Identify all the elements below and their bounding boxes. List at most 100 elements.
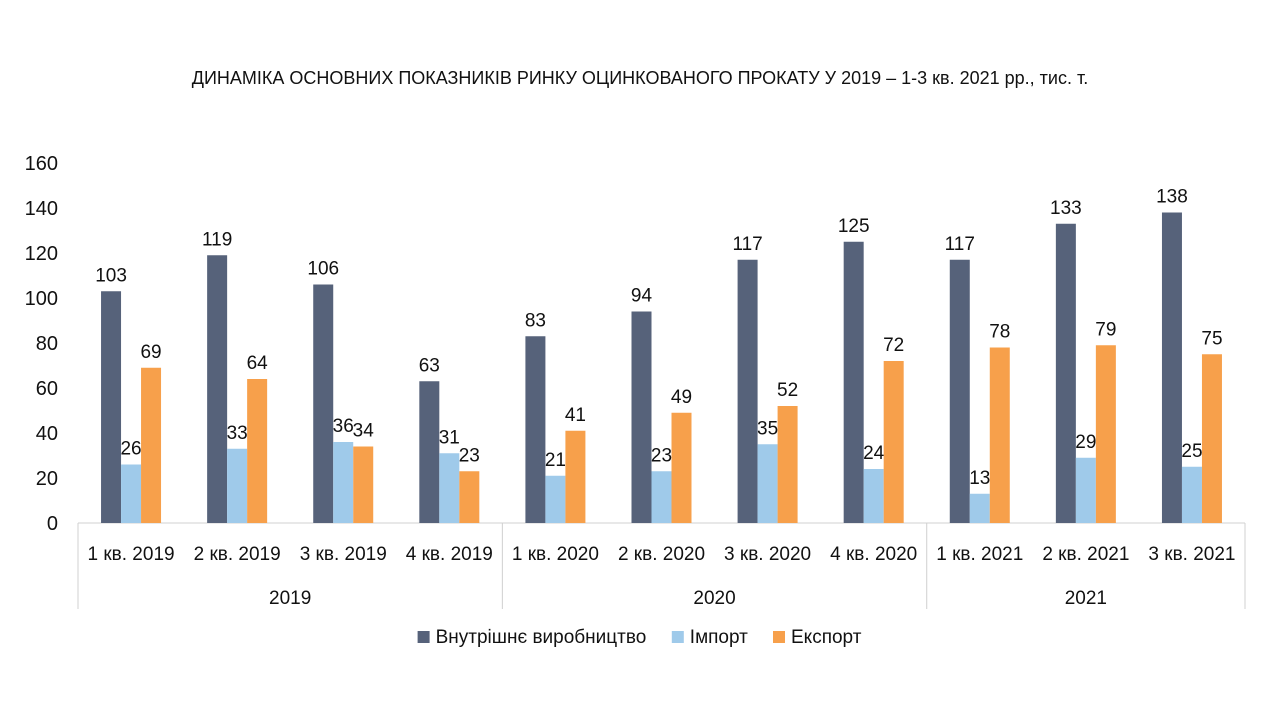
data-label: 83 bbox=[525, 310, 546, 331]
legend: Внутрішнє виробництво Імпорт Експорт bbox=[417, 627, 862, 648]
data-label: 75 bbox=[1201, 328, 1222, 349]
bar bbox=[757, 444, 778, 523]
bar bbox=[121, 464, 142, 523]
bar bbox=[565, 430, 586, 523]
bar bbox=[989, 347, 1010, 523]
data-label: 35 bbox=[757, 418, 778, 439]
x-category-label: 3 кв. 2021 bbox=[1148, 544, 1235, 565]
data-label: 52 bbox=[777, 380, 798, 401]
legend-swatch bbox=[417, 631, 430, 643]
data-label: 29 bbox=[1075, 432, 1096, 453]
bar bbox=[1075, 457, 1096, 523]
bar bbox=[333, 442, 354, 523]
data-label: 31 bbox=[439, 427, 460, 448]
data-label: 23 bbox=[459, 445, 480, 466]
legend-label: Експорт bbox=[791, 627, 862, 648]
y-tick-label: 80 bbox=[36, 333, 58, 355]
bar bbox=[777, 406, 798, 523]
legend-swatch bbox=[671, 631, 684, 643]
bar bbox=[207, 255, 228, 523]
bar bbox=[737, 259, 758, 523]
bar bbox=[525, 336, 546, 523]
data-label: 34 bbox=[353, 421, 375, 442]
x-category-label: 2 кв. 2019 bbox=[194, 544, 281, 565]
legend-label: Імпорт bbox=[690, 627, 748, 648]
data-label: 125 bbox=[838, 216, 870, 237]
bar bbox=[1161, 212, 1182, 523]
x-category-label: 2 кв. 2020 bbox=[618, 544, 705, 565]
data-label: 78 bbox=[989, 322, 1010, 343]
data-label: 36 bbox=[333, 416, 354, 437]
y-tick-label: 60 bbox=[36, 378, 58, 400]
bar bbox=[1055, 223, 1076, 523]
data-label: 69 bbox=[140, 342, 161, 363]
bar bbox=[101, 291, 122, 523]
bar bbox=[227, 448, 248, 523]
x-group-label: 2019 bbox=[269, 588, 311, 609]
x-category-label: 3 кв. 2019 bbox=[300, 544, 387, 565]
y-tick-label: 40 bbox=[36, 423, 58, 445]
bar bbox=[651, 471, 672, 523]
x-category-label: 3 кв. 2020 bbox=[724, 544, 811, 565]
x-category-label: 2 кв. 2021 bbox=[1042, 544, 1129, 565]
bar bbox=[1095, 345, 1116, 523]
bar bbox=[949, 259, 970, 523]
bar-series bbox=[101, 212, 1222, 523]
bar bbox=[545, 475, 566, 523]
bar bbox=[141, 367, 162, 523]
data-label: 24 bbox=[863, 443, 885, 464]
data-label: 23 bbox=[651, 445, 672, 466]
bar bbox=[863, 469, 884, 523]
x-category-label: 1 кв. 2021 bbox=[936, 544, 1023, 565]
data-label: 133 bbox=[1050, 198, 1082, 219]
x-group-label: 2020 bbox=[693, 588, 735, 609]
bar bbox=[313, 284, 334, 523]
y-tick-label: 140 bbox=[25, 198, 58, 220]
x-category-label: 4 кв. 2020 bbox=[830, 544, 917, 565]
data-labels: 103 119 106 63 83 94 117 125 117 133 138 26 33 36 31 21… bbox=[95, 187, 1222, 489]
data-label: 49 bbox=[671, 387, 692, 408]
bar bbox=[843, 241, 864, 523]
legend-swatch bbox=[773, 631, 785, 643]
bar bbox=[631, 311, 652, 523]
y-tick-label: 160 bbox=[25, 153, 58, 175]
data-label: 21 bbox=[545, 450, 566, 471]
data-label: 41 bbox=[565, 405, 586, 426]
data-label: 26 bbox=[120, 439, 141, 460]
bar bbox=[247, 379, 268, 523]
bar bbox=[1201, 354, 1222, 523]
data-label: 117 bbox=[732, 234, 762, 255]
data-label: 103 bbox=[95, 265, 127, 286]
data-label: 138 bbox=[1156, 187, 1188, 208]
x-group-label: 2021 bbox=[1065, 588, 1107, 609]
data-label: 25 bbox=[1181, 441, 1202, 462]
bar bbox=[1181, 466, 1202, 523]
y-tick-label: 120 bbox=[25, 243, 58, 265]
data-label: 79 bbox=[1095, 319, 1116, 340]
legend-label: Внутрішнє виробництво bbox=[436, 627, 647, 648]
x-category-label: 1 кв. 2019 bbox=[88, 544, 175, 565]
data-label: 72 bbox=[883, 335, 904, 356]
x-category-label: 1 кв. 2020 bbox=[512, 544, 599, 565]
bar bbox=[671, 412, 692, 523]
data-label: 106 bbox=[307, 259, 339, 280]
bar bbox=[419, 381, 440, 523]
bar bbox=[883, 361, 904, 523]
data-label: 13 bbox=[969, 468, 990, 489]
data-label: 119 bbox=[202, 229, 232, 250]
bar bbox=[353, 446, 374, 523]
bar bbox=[969, 493, 990, 523]
y-tick-label: 100 bbox=[25, 288, 58, 310]
bar bbox=[459, 471, 480, 523]
y-tick-label: 0 bbox=[47, 513, 58, 535]
data-label: 63 bbox=[419, 355, 440, 376]
y-tick-label: 20 bbox=[36, 468, 58, 490]
data-label: 33 bbox=[227, 423, 248, 444]
x-category-label: 4 кв. 2019 bbox=[406, 544, 493, 565]
data-label: 64 bbox=[247, 353, 269, 374]
axes: 0 20 40 60 80 100 120 140 160 1 кв. 2019 2 кв. 201… bbox=[25, 153, 1246, 609]
data-label: 117 bbox=[945, 234, 975, 255]
chart-title: ДИНАМІКА ОСНОВНИХ ПОКАЗНИКІВ РИНКУ ОЦИНК… bbox=[192, 68, 1088, 88]
